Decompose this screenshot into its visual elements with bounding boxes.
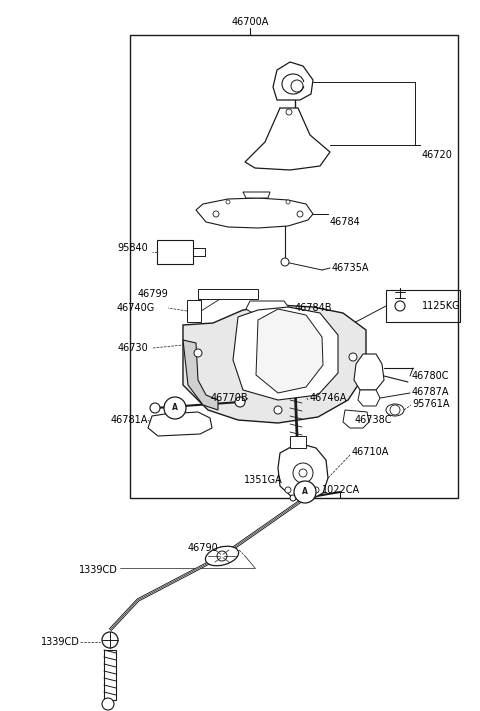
Circle shape: [164, 397, 186, 419]
Circle shape: [286, 109, 292, 115]
Circle shape: [102, 632, 118, 648]
Circle shape: [286, 200, 290, 204]
Ellipse shape: [386, 404, 404, 416]
Text: 46787A: 46787A: [412, 387, 449, 397]
Polygon shape: [273, 62, 313, 100]
Text: 95761A: 95761A: [412, 399, 449, 409]
Text: 46710A: 46710A: [352, 447, 389, 457]
Circle shape: [150, 403, 160, 413]
Bar: [104, 650, 116, 700]
Bar: [386, 290, 460, 322]
Ellipse shape: [205, 546, 239, 566]
Circle shape: [293, 463, 313, 483]
Text: 1351GA: 1351GA: [244, 475, 283, 485]
Polygon shape: [278, 443, 328, 500]
Bar: [187, 300, 201, 322]
Text: 46740G: 46740G: [117, 303, 155, 313]
Circle shape: [390, 405, 400, 415]
Circle shape: [226, 200, 230, 204]
Circle shape: [194, 349, 202, 357]
Text: 46784B: 46784B: [295, 303, 333, 313]
Circle shape: [291, 80, 303, 92]
Polygon shape: [246, 301, 290, 315]
Text: 1022CA: 1022CA: [322, 485, 360, 495]
Polygon shape: [148, 412, 212, 436]
Polygon shape: [183, 305, 366, 423]
Polygon shape: [183, 340, 218, 410]
Text: 1339CD: 1339CD: [41, 637, 80, 647]
Bar: [198, 289, 258, 299]
Circle shape: [313, 487, 319, 493]
Text: 1125KG: 1125KG: [422, 301, 461, 311]
Text: A: A: [172, 404, 178, 412]
Polygon shape: [196, 198, 313, 228]
Circle shape: [395, 301, 405, 311]
Text: 46770B: 46770B: [210, 393, 248, 403]
Polygon shape: [256, 309, 323, 393]
Polygon shape: [243, 192, 270, 198]
Text: 46746A: 46746A: [310, 393, 348, 403]
Text: 46790: 46790: [187, 543, 218, 553]
Bar: [290, 436, 306, 448]
Text: 46781A: 46781A: [110, 415, 148, 425]
Circle shape: [294, 481, 316, 503]
Circle shape: [281, 258, 289, 266]
Circle shape: [217, 551, 227, 561]
Text: 95840: 95840: [117, 243, 148, 253]
Text: 46735A: 46735A: [332, 263, 370, 273]
Text: 46780C: 46780C: [412, 371, 449, 381]
Text: 46730: 46730: [117, 343, 148, 353]
Polygon shape: [245, 108, 330, 170]
Text: 46738C: 46738C: [355, 415, 393, 425]
Circle shape: [297, 211, 303, 217]
Polygon shape: [354, 354, 384, 390]
Circle shape: [213, 211, 219, 217]
Circle shape: [299, 469, 307, 477]
Text: 46784: 46784: [330, 217, 361, 227]
Text: 46799: 46799: [137, 289, 168, 299]
Polygon shape: [233, 307, 338, 400]
Text: 46700A: 46700A: [231, 17, 269, 27]
Text: A: A: [302, 488, 308, 496]
Bar: [130, 35, 458, 498]
Text: 46720: 46720: [422, 150, 453, 160]
Circle shape: [285, 487, 291, 493]
Bar: [157, 240, 193, 264]
Circle shape: [235, 397, 245, 407]
Polygon shape: [343, 410, 369, 428]
Circle shape: [290, 495, 296, 501]
Text: 1339CD: 1339CD: [79, 565, 118, 575]
Circle shape: [102, 698, 114, 710]
Circle shape: [349, 353, 357, 361]
Circle shape: [274, 406, 282, 414]
Polygon shape: [358, 390, 380, 406]
